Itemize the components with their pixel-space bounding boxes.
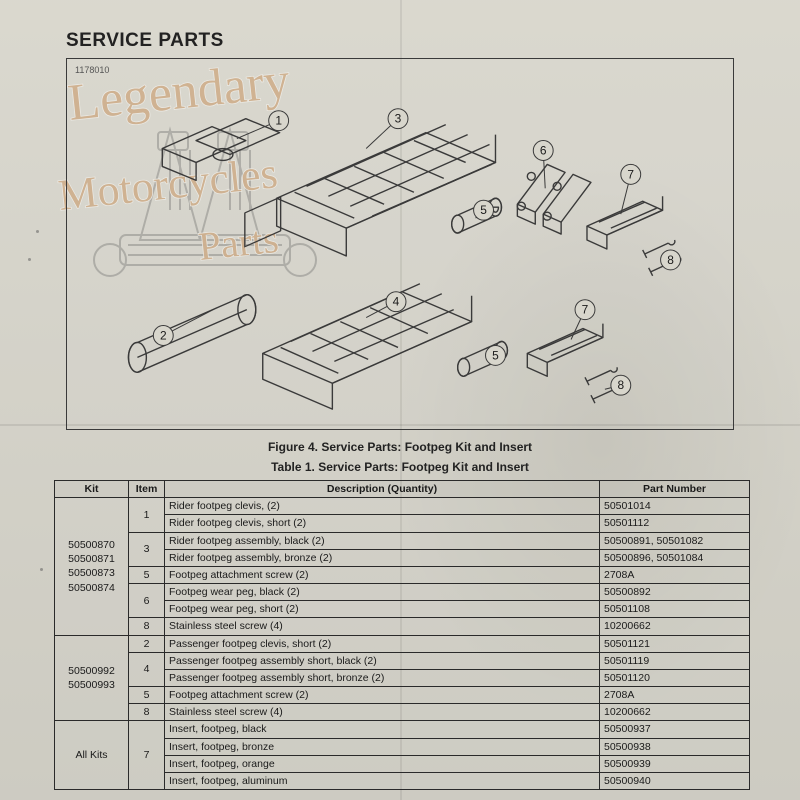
- page-title: SERVICE PARTS: [66, 30, 224, 52]
- diagram-part-7b: [527, 324, 603, 377]
- cell-part-number: 50500896, 50501084: [600, 549, 750, 566]
- table-row: 6Footpeg wear peg, black (2)50500892: [55, 584, 750, 601]
- callout-number: 5: [480, 203, 487, 217]
- callout-number: 8: [617, 378, 624, 392]
- cell-description: Footpeg wear peg, black (2): [165, 584, 600, 601]
- cell-description: Insert, footpeg, bronze: [165, 738, 600, 755]
- cell-item: 8: [129, 704, 165, 721]
- callout-number: 2: [160, 328, 167, 342]
- cell-part-number: 50500892: [600, 584, 750, 601]
- cell-part-number: 50500937: [600, 721, 750, 738]
- cell-item: 7: [129, 721, 165, 790]
- table-header-row: Kit Item Description (Quantity) Part Num…: [55, 481, 750, 498]
- speck: [40, 568, 43, 571]
- callout-number: 7: [627, 167, 634, 181]
- cell-part-number: 2708A: [600, 566, 750, 583]
- table-row: 3Rider footpeg assembly, black (2)505008…: [55, 532, 750, 549]
- cell-part-number: 10200662: [600, 618, 750, 635]
- table-row: 50500992505009932Passenger footpeg clevi…: [55, 635, 750, 652]
- diagram-frame: 1178010: [66, 58, 734, 430]
- cell-part-number: 50500938: [600, 738, 750, 755]
- cell-description: Passenger footpeg assembly short, bronze…: [165, 669, 600, 686]
- cell-description: Insert, footpeg, aluminum: [165, 772, 600, 789]
- cell-description: Rider footpeg assembly, bronze (2): [165, 549, 600, 566]
- cell-description: Stainless steel screw (4): [165, 618, 600, 635]
- cell-item: 3: [129, 532, 165, 566]
- cell-item: 8: [129, 618, 165, 635]
- cell-part-number: 10200662: [600, 704, 750, 721]
- diagram-part-4: [263, 284, 472, 409]
- cell-part-number: 50500891, 50501082: [600, 532, 750, 549]
- cell-description: Footpeg wear peg, short (2): [165, 601, 600, 618]
- table-row: 5Footpeg attachment screw (2)2708A: [55, 566, 750, 583]
- cell-part-number: 50501108: [600, 601, 750, 618]
- cell-part-number: 50501014: [600, 498, 750, 515]
- speck: [36, 230, 39, 233]
- cell-kit: 50500870505008715050087350500874: [55, 498, 129, 635]
- diagram-part-6: [517, 164, 591, 234]
- cell-part-number: 50500939: [600, 755, 750, 772]
- cell-description: Insert, footpeg, black: [165, 721, 600, 738]
- cell-description: Stainless steel screw (4): [165, 704, 600, 721]
- callout-number: 5: [492, 348, 499, 362]
- cell-item: 5: [129, 566, 165, 583]
- callout-number: 3: [395, 112, 402, 126]
- callout-number: 6: [540, 143, 547, 157]
- cell-description: Rider footpeg assembly, black (2): [165, 532, 600, 549]
- diagram-part-2: [128, 197, 280, 372]
- diagram-part-3: [277, 125, 496, 256]
- callout-number: 4: [393, 295, 400, 309]
- cell-item: 5: [129, 687, 165, 704]
- cell-item: 6: [129, 584, 165, 618]
- diagram-part-7a: [587, 196, 663, 249]
- table-caption: Table 1. Service Parts: Footpeg Kit and …: [0, 460, 800, 474]
- callout-number: 1: [275, 114, 282, 128]
- callout-number: 7: [582, 303, 589, 317]
- cell-part-number: 50500940: [600, 772, 750, 789]
- figure-caption: Figure 4. Service Parts: Footpeg Kit and…: [0, 440, 800, 454]
- parts-table: Kit Item Description (Quantity) Part Num…: [54, 480, 750, 790]
- cell-item: 1: [129, 498, 165, 532]
- cell-part-number: 2708A: [600, 687, 750, 704]
- col-item: Item: [129, 481, 165, 498]
- col-kit: Kit: [55, 481, 129, 498]
- table-row: 5Footpeg attachment screw (2)2708A: [55, 687, 750, 704]
- cell-description: Insert, footpeg, orange: [165, 755, 600, 772]
- cell-description: Footpeg attachment screw (2): [165, 566, 600, 583]
- cell-kit: All Kits: [55, 721, 129, 790]
- cell-item: 2: [129, 635, 165, 652]
- table-row: All Kits7Insert, footpeg, black50500937: [55, 721, 750, 738]
- cell-description: Passenger footpeg clevis, short (2): [165, 635, 600, 652]
- cell-kit: 5050099250500993: [55, 635, 129, 721]
- callout-number: 8: [667, 253, 674, 267]
- cell-description: Passenger footpeg assembly short, black …: [165, 652, 600, 669]
- col-desc: Description (Quantity): [165, 481, 600, 498]
- speck: [28, 258, 31, 261]
- table-row: 4Passenger footpeg assembly short, black…: [55, 652, 750, 669]
- exploded-diagram: 1 2 3 4 5 5 6 7 7 8 8: [67, 59, 733, 429]
- table-row: 8Stainless steel screw (4)10200662: [55, 704, 750, 721]
- cell-part-number: 50501121: [600, 635, 750, 652]
- table-row: 505008705050087150500873505008741Rider f…: [55, 498, 750, 515]
- cell-part-number: 50501112: [600, 515, 750, 532]
- cell-part-number: 50501120: [600, 669, 750, 686]
- cell-description: Footpeg attachment screw (2): [165, 687, 600, 704]
- col-pn: Part Number: [600, 481, 750, 498]
- cell-description: Rider footpeg clevis, (2): [165, 498, 600, 515]
- table-row: 8Stainless steel screw (4)10200662: [55, 618, 750, 635]
- cell-description: Rider footpeg clevis, short (2): [165, 515, 600, 532]
- cell-item: 4: [129, 652, 165, 686]
- cell-part-number: 50501119: [600, 652, 750, 669]
